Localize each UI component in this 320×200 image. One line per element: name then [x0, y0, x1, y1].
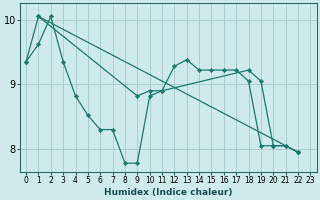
- X-axis label: Humidex (Indice chaleur): Humidex (Indice chaleur): [104, 188, 232, 197]
